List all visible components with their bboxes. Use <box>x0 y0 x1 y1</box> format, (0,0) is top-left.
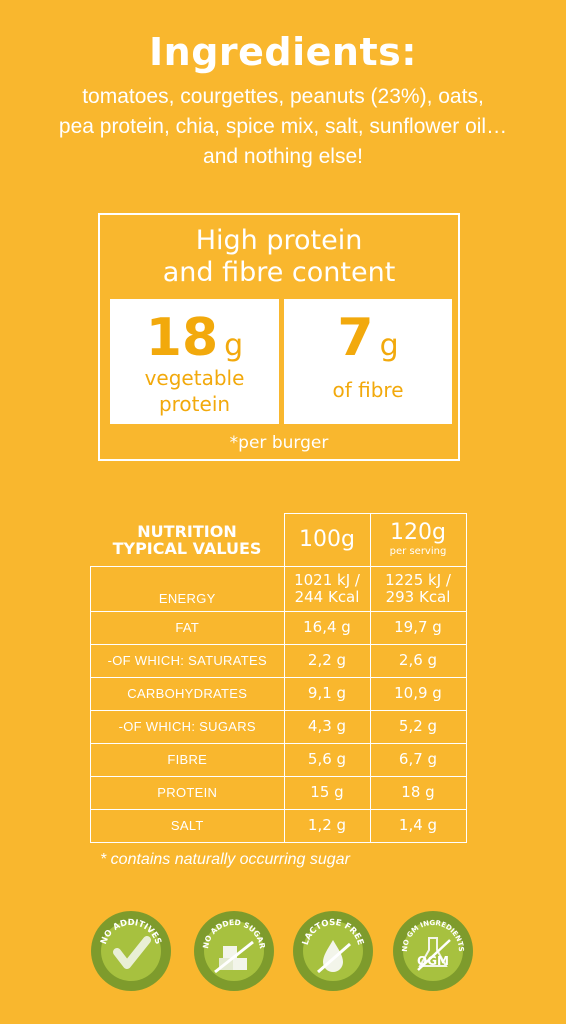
value-serving: 1225 kJ / 293 Kcal <box>369 565 467 612</box>
value-serving: 5,2 g <box>369 709 467 744</box>
badges-row: NO ADDITIVES NO ADDED SUGAR LACTOS <box>0 910 566 1010</box>
value-line: 1021 kJ / <box>294 570 360 589</box>
row-label: PROTEIN <box>90 775 285 810</box>
no-gm-ingredients-badge: OGM NO GM INGREDIENTS <box>392 910 474 992</box>
fibre-desc: of fibre <box>332 378 404 402</box>
protein-desc-line: vegetable <box>144 366 245 390</box>
checkmark-icon: NO ADDITIVES <box>91 911 171 991</box>
claim-title-line: and fibre content <box>162 257 396 288</box>
nutrition-header-row: NUTRITION TYPICAL VALUES 100g 120g per s… <box>91 513 467 567</box>
row-label: ENERGY <box>90 565 285 612</box>
table-row: ENERGY 1021 kJ / 244 Kcal 1225 kJ / 293 … <box>90 565 467 612</box>
table-row: FAT 16,4 g 19,7 g <box>90 610 467 645</box>
lactose-free-badge: LACTOSE FREE <box>292 910 374 992</box>
value-serving: 18 g <box>369 775 467 810</box>
flask-ogm-icon: OGM NO GM INGREDIENTS <box>393 911 473 991</box>
sugar-cubes-icon: NO ADDED SUGAR <box>194 911 274 991</box>
milk-drop-icon: LACTOSE FREE <box>293 911 373 991</box>
claim-title-line: High protein <box>195 225 363 256</box>
value-100g: 15 g <box>283 775 371 810</box>
fibre-unit: g <box>379 328 399 363</box>
value-line: 1225 kJ / <box>385 570 451 589</box>
value-100g: 16,4 g <box>283 610 371 645</box>
per-burger-note: *per burger <box>229 433 329 453</box>
ingredients-line: pea protein, chia, spice mix, salt, sunf… <box>58 115 508 138</box>
serving-size: 120g <box>390 519 446 545</box>
table-row: -OF WHICH: SATURATES 2,2 g 2,6 g <box>90 643 467 678</box>
nutrition-table: NUTRITION TYPICAL VALUES 100g 120g per s… <box>90 513 467 843</box>
header-line: NUTRITION <box>137 521 237 541</box>
table-row: FIBRE 5,6 g 6,7 g <box>90 742 467 777</box>
protein-amount: 18 g <box>110 309 279 367</box>
value-100g: 4,3 g <box>283 709 371 744</box>
row-label: FIBRE <box>90 742 285 777</box>
value-100g: 1021 kJ / 244 Kcal <box>283 565 371 612</box>
value-serving: 6,7 g <box>369 742 467 777</box>
protein-value: 18 <box>145 308 219 368</box>
nutrition-header-label: NUTRITION TYPICAL VALUES <box>91 514 285 567</box>
claim-title: High protein and fibre content <box>100 225 458 289</box>
fibre-value: 7 <box>337 308 374 368</box>
table-row: PROTEIN 15 g 18 g <box>90 775 467 810</box>
value-serving: 1,4 g <box>369 808 467 843</box>
no-additives-badge: NO ADDITIVES <box>90 910 172 992</box>
column-header-serving: 120g per serving <box>369 513 467 567</box>
value-line: 293 Kcal <box>385 587 451 606</box>
table-row: -OF WHICH: SUGARS 4,3 g 5,2 g <box>90 709 467 744</box>
protein-desc-line: protein <box>158 392 231 416</box>
ingredients-title: Ingredients: <box>149 30 417 74</box>
ingredients-line: and nothing else! <box>203 145 363 168</box>
row-label: FAT <box>90 610 285 645</box>
value-100g: 5,6 g <box>283 742 371 777</box>
protein-desc: vegetable protein <box>110 365 279 417</box>
header-line: TYPICAL VALUES <box>112 538 262 558</box>
row-label: SALT <box>90 808 285 843</box>
row-label: -OF WHICH: SUGARS <box>90 709 285 744</box>
protein-unit: g <box>224 328 244 363</box>
value-line: 244 Kcal <box>294 587 360 606</box>
ingredients-line: tomatoes, courgettes, peanuts (23%), oat… <box>82 85 484 108</box>
table-row: SALT 1,2 g 1,4 g <box>90 808 467 843</box>
value-100g: 2,2 g <box>283 643 371 678</box>
value-serving: 10,9 g <box>369 676 467 711</box>
protein-stat: 18 g vegetable protein <box>110 299 279 424</box>
ingredients-list: tomatoes, courgettes, peanuts (23%), oat… <box>20 82 546 172</box>
sugar-footnote: * contains naturally occurring sugar <box>100 851 350 868</box>
no-added-sugar-badge: NO ADDED SUGAR <box>193 910 275 992</box>
row-label: CARBOHYDRATES <box>90 676 285 711</box>
value-100g: 9,1 g <box>283 676 371 711</box>
row-label: -OF WHICH: SATURATES <box>90 643 285 678</box>
value-serving: 2,6 g <box>369 643 467 678</box>
value-100g: 1,2 g <box>283 808 371 843</box>
column-header-100g: 100g <box>283 513 371 567</box>
table-row: CARBOHYDRATES 9,1 g 10,9 g <box>90 676 467 711</box>
serving-label: per serving <box>389 545 447 557</box>
value-serving: 19,7 g <box>369 610 467 645</box>
protein-fibre-claim-box: High protein and fibre content 18 g veget… <box>98 213 460 461</box>
